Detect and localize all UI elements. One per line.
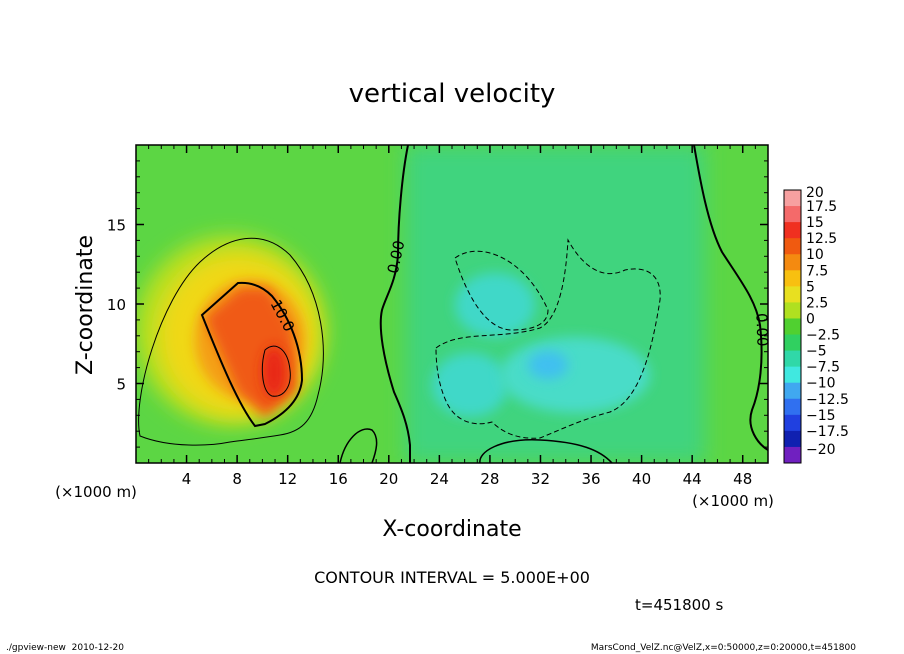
y-tick-label-15: 15 (107, 217, 126, 235)
colorbar-swatch (784, 286, 801, 303)
field-downdraft-east (500, 337, 650, 413)
x-tick-label-32: 32 (531, 470, 550, 488)
colorbar-label: 10 (806, 247, 824, 263)
colorbar-label: −5 (806, 344, 827, 360)
contour-15 (261, 345, 291, 397)
colorbar-label: 15 (806, 215, 824, 231)
x-tick-label-44: 44 (683, 470, 702, 488)
colorbar-label: −17.5 (806, 424, 849, 440)
x-axis: 4 8 12 16 20 24 28 32 36 40 44 48 (148, 145, 756, 488)
contour-interval-label: CONTOUR INTERVAL = 5.000E+00 (314, 568, 590, 587)
colorbar-swatch (784, 206, 801, 223)
colorbar-swatch (784, 270, 801, 287)
footer-right: MarsCond_VelZ.nc@VelZ,x=0:50000,z=0:2000… (591, 643, 856, 653)
colorbar-swatch (784, 254, 801, 271)
colorbar-swatch (784, 398, 801, 416)
y-axis-unit: (×1000 m) (692, 492, 774, 510)
field-downdraft-cyan (528, 351, 568, 379)
colorbar-label: 2.5 (806, 295, 828, 311)
y-axis: 5 10 15 (107, 160, 768, 448)
x-tick-label-36: 36 (581, 470, 600, 488)
colorbar-label: 12.5 (806, 231, 837, 247)
colorbar-swatch (784, 222, 801, 239)
colorbar-label: −20 (806, 442, 836, 458)
field-downdraft-upper (455, 273, 535, 337)
time-label: t=451800 s (635, 596, 723, 614)
x-tick-label-4: 4 (182, 470, 192, 488)
colorbar-swatch (784, 302, 801, 319)
footer-left: ./gpview-new 2010-12-20 (6, 643, 124, 653)
x-tick-label-8: 8 (232, 470, 242, 488)
contour-zero-hump (339, 428, 378, 463)
chart-title: vertical velocity (349, 79, 556, 109)
colorbar-swatch (784, 190, 801, 207)
x-tick-label-12: 12 (278, 470, 297, 488)
y-axis-label: Z-coordinate (73, 235, 98, 375)
contour-5 (138, 237, 324, 446)
contour-zero-west (379, 145, 411, 463)
colorbar-label: −7.5 (806, 360, 840, 376)
y-tick-label-5: 5 (116, 376, 126, 394)
plot-area (136, 145, 768, 463)
colorbar-swatch (784, 414, 801, 432)
colorbar-label: −2.5 (806, 328, 840, 344)
contour-neg5-upper (454, 250, 549, 331)
contour-10 (200, 281, 304, 428)
field-east-cool (405, 145, 705, 463)
contour-zero-east (693, 145, 768, 451)
colorbar-label: 20 (806, 185, 824, 201)
colorbar-swatch (784, 318, 801, 336)
colorbar: 2017.51512.5107.552.50−2.5−5−7.5−10−12.5… (783, 185, 849, 464)
colorbar-label: −15 (806, 408, 836, 424)
colorbar-swatch (784, 382, 801, 400)
colorbar-label: 0 (806, 311, 815, 327)
x-tick-label-48: 48 (733, 470, 752, 488)
colorbar-swatch (784, 350, 801, 368)
colorbar-swatch (784, 430, 801, 448)
x-axis-label: X-coordinate (382, 517, 521, 542)
x-tick-label-16: 16 (329, 470, 348, 488)
colorbar-frame (783, 189, 802, 464)
x-tick-label-40: 40 (632, 470, 651, 488)
x-tick-label-24: 24 (430, 470, 449, 488)
y-tick-label-10: 10 (107, 296, 126, 314)
contour-label-zero-east: 0.00 (752, 313, 771, 347)
x-tick-label-28: 28 (480, 470, 499, 488)
colorbar-label: 17.5 (806, 199, 837, 215)
colorbar-label: 7.5 (806, 263, 828, 279)
colorbar-label: 5 (806, 279, 815, 295)
field-downdraft-lower (432, 353, 508, 417)
colorbar-label: −12.5 (806, 392, 849, 408)
contour-neg5-main (435, 238, 661, 439)
colorbar-swatch (784, 334, 801, 352)
x-tick-label-20: 20 (379, 470, 398, 488)
contour-zero-lower (479, 439, 613, 463)
colorbar-swatch (784, 446, 801, 464)
field-updraft-core (262, 346, 286, 398)
x-axis-unit-left: (×1000 m) (55, 483, 137, 501)
colorbar-swatch (784, 366, 801, 384)
colorbar-swatch (784, 238, 801, 255)
colorbar-label: −10 (806, 376, 836, 392)
